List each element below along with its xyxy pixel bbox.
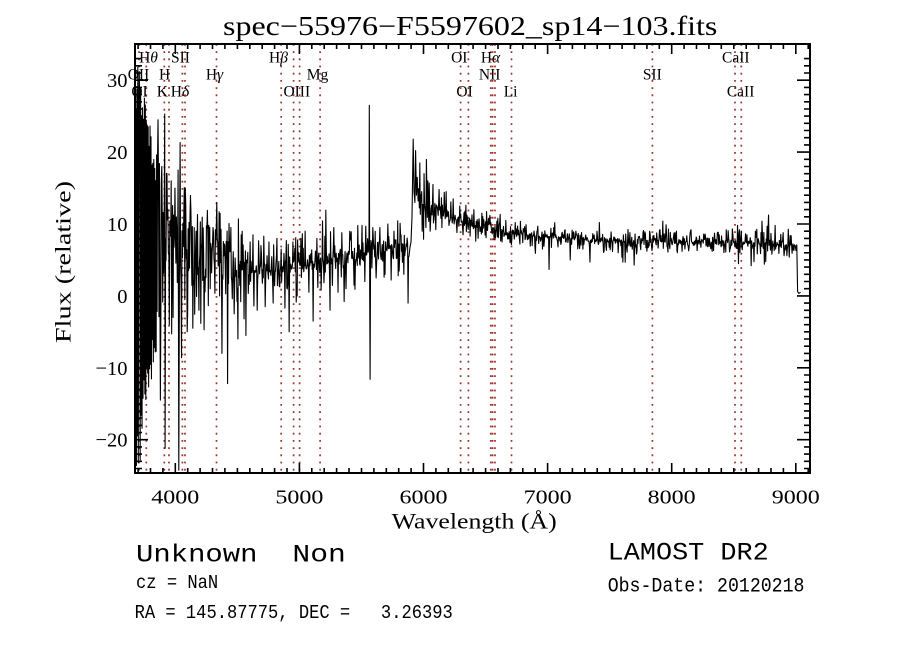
svg-text:NII: NII [479, 67, 501, 84]
svg-text:OI: OI [456, 84, 472, 101]
svg-text:30: 30 [107, 70, 128, 92]
svg-text:SII: SII [643, 67, 662, 84]
svg-text:Flux (relative): Flux (relative) [51, 181, 76, 343]
svg-text:Li: Li [504, 84, 518, 101]
svg-text:4000: 4000 [151, 487, 199, 509]
svg-text:H: H [159, 67, 170, 84]
svg-text:−10: −10 [95, 358, 127, 380]
svg-text:OI: OI [131, 84, 147, 101]
svg-text:9000: 9000 [772, 487, 820, 509]
svg-text:Wavelength (Å): Wavelength (Å) [392, 508, 557, 533]
svg-text:7000: 7000 [524, 487, 572, 509]
svg-text:5000: 5000 [275, 487, 323, 509]
svg-text:OIII: OIII [283, 84, 310, 101]
svg-text:Unknown: Unknown [136, 541, 258, 570]
svg-text:RA = 145.87775, DEC = 3.2639: RA = 145.87775, DEC = 3.26393 [135, 602, 453, 624]
svg-text:K: K [157, 84, 169, 101]
svg-text:8000: 8000 [648, 487, 696, 509]
svg-text:0: 0 [117, 286, 127, 308]
svg-text:Non: Non [292, 541, 346, 570]
svg-text:Mg: Mg [307, 67, 329, 84]
svg-text:Hβ: Hβ [269, 50, 288, 67]
svg-text:SII: SII [171, 50, 190, 67]
svg-text:10: 10 [107, 214, 128, 236]
svg-text:Hδ: Hδ [171, 84, 190, 101]
svg-text:OII: OII [128, 67, 150, 84]
svg-text:spec−55976−F5597602_sp14−103.f: spec−55976−F5597602_sp14−103.fits [223, 11, 717, 41]
svg-text:LAMOST DR2: LAMOST DR2 [608, 539, 769, 568]
svg-text:20: 20 [107, 142, 128, 164]
svg-text:CaII: CaII [727, 84, 755, 101]
svg-text:cz = NaN: cz = NaN [136, 572, 218, 594]
svg-text:Hα: Hα [481, 50, 501, 67]
svg-text:Hθ: Hθ [139, 50, 158, 67]
svg-text:OI: OI [451, 50, 467, 67]
svg-text:CaII: CaII [722, 50, 750, 67]
svg-text:Hγ: Hγ [206, 67, 224, 84]
svg-text:6000: 6000 [400, 487, 448, 509]
svg-text:−20: −20 [95, 430, 127, 452]
svg-text:Obs-Date: 20120218: Obs-Date: 20120218 [608, 576, 805, 599]
